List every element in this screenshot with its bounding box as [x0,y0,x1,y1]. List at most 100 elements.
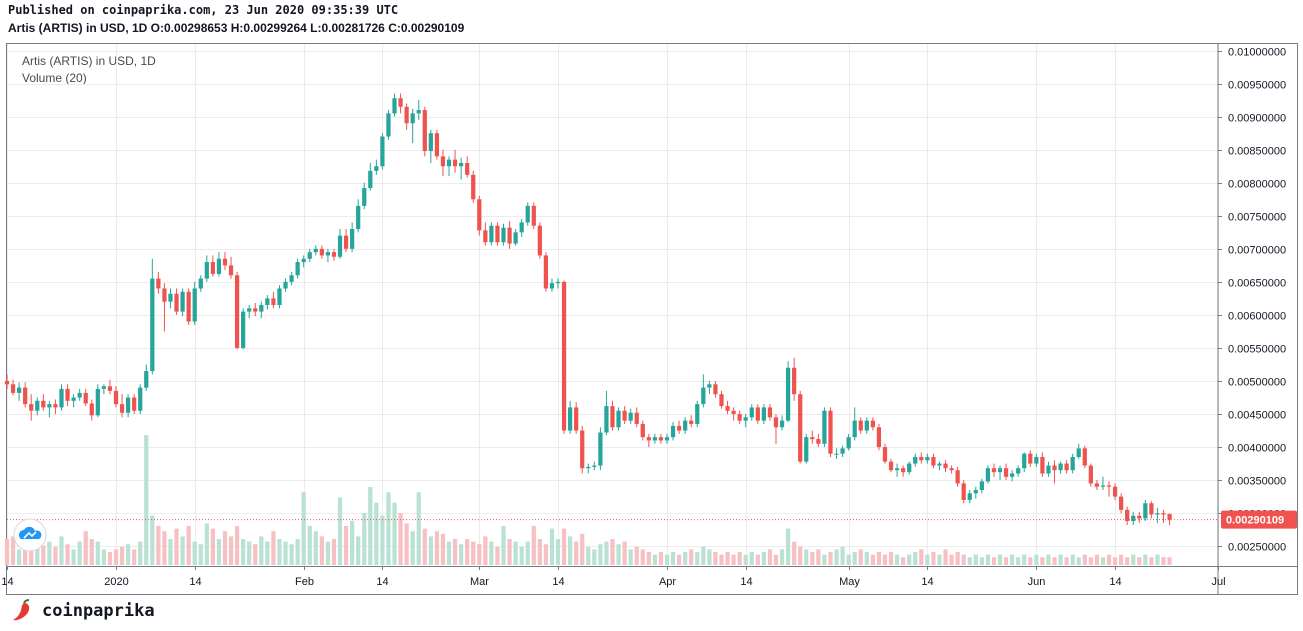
volume-bar [253,544,258,565]
volume-bar [440,533,446,565]
candle-body [888,461,894,471]
volume-bar [882,554,888,565]
candle-body [350,229,355,249]
candle-body [41,400,46,408]
volume-bar [150,515,155,565]
volume-bar [241,539,246,565]
last-price-label: 0.00290109 [1226,515,1284,527]
volume-bar [1137,557,1142,565]
candle-body [1046,465,1051,474]
candle-body [792,367,797,395]
candle-body [798,394,803,462]
candle-body [259,305,264,312]
candle-body [537,225,542,256]
volume-bar [265,541,270,565]
candle-body [65,388,70,401]
candle-body [870,420,875,428]
volume-bar [622,541,627,565]
candle-body [1167,514,1172,520]
candle-body [4,380,10,385]
brand-logo[interactable]: coinpaprika [10,596,155,626]
volume-bar [1149,557,1154,565]
volume-bar [592,549,597,565]
volume-bar [186,526,191,565]
volume-bar [634,546,639,565]
y-tick-label: 0.00500000 [1228,377,1286,389]
candles [4,93,1172,526]
volume-bar [773,554,779,565]
volume-bar [725,552,730,565]
volume-bar [616,544,621,565]
volume-bar [1088,557,1093,565]
candle-body [283,281,288,289]
candle-body [428,133,433,152]
volume-bar [1131,554,1136,565]
candle-body [955,470,960,484]
volume-bar [1167,557,1172,565]
volume-bar [598,544,603,565]
volume-bar [955,552,960,565]
candle-body [168,293,173,302]
volume-bar [95,541,100,565]
candle-body [901,468,906,473]
candle-body [973,490,978,494]
volume-bar [852,552,857,565]
candle-body [531,205,536,226]
volume-bar [168,539,173,565]
candle-body [979,481,984,491]
candle-body [174,293,179,312]
volume-bar [216,539,222,565]
candle-body [785,367,791,421]
candle-body [277,288,282,305]
volume-bar [483,536,488,565]
volume-bar [465,539,470,565]
volume-bar [156,526,161,565]
x-axis: 14 2020 14 Feb 14 Mar 14 Apr 14 May 14 Jun 14 Jul [1,566,1297,588]
candle-body [113,390,119,405]
volume-bar [537,539,542,565]
y-tick-label: 0.00600000 [1228,311,1286,323]
volume-bar [767,549,773,565]
candle-body [192,288,197,322]
volume-bar [77,541,82,565]
candle-body [1082,448,1087,466]
volume-bar [779,549,785,565]
x-tick-label: Feb [295,576,314,588]
candle-body [755,407,760,421]
volume-bar [888,552,894,565]
volume-bar [289,544,294,565]
volume-bar [967,557,972,565]
volume-bar [1143,554,1148,565]
candle-body [567,407,573,431]
volume-bar [65,544,70,565]
candle-body [204,262,209,279]
volume-bar [937,554,942,565]
candle-body [89,403,94,416]
candle-body [1112,486,1118,497]
candle-body [1094,483,1100,487]
volume-bar [53,546,58,565]
chart-frame[interactable]: Artis (ARTIS) in USD, 1D Volume (20) [6,43,1298,595]
volume-bar [1052,557,1057,565]
volume-bar [1125,557,1130,565]
candle-body [701,387,706,405]
candle-body [1100,485,1106,487]
volume-bar [1040,557,1045,565]
candle-body [471,174,476,200]
volume-bar [683,552,688,565]
candle-body [1040,456,1045,474]
candle-body [132,397,137,411]
candle-body [864,420,869,431]
volume-bar [755,554,760,565]
candle-body [234,275,240,348]
volume-bar [1161,557,1166,565]
candle-body [156,278,161,289]
candle-body [125,397,131,413]
tv-logo-badge[interactable] [13,518,47,552]
volume-bar [16,549,22,565]
candle-body [561,281,567,431]
volume-bar [89,539,94,565]
volume-bar [386,492,391,565]
candle-body [138,387,143,411]
